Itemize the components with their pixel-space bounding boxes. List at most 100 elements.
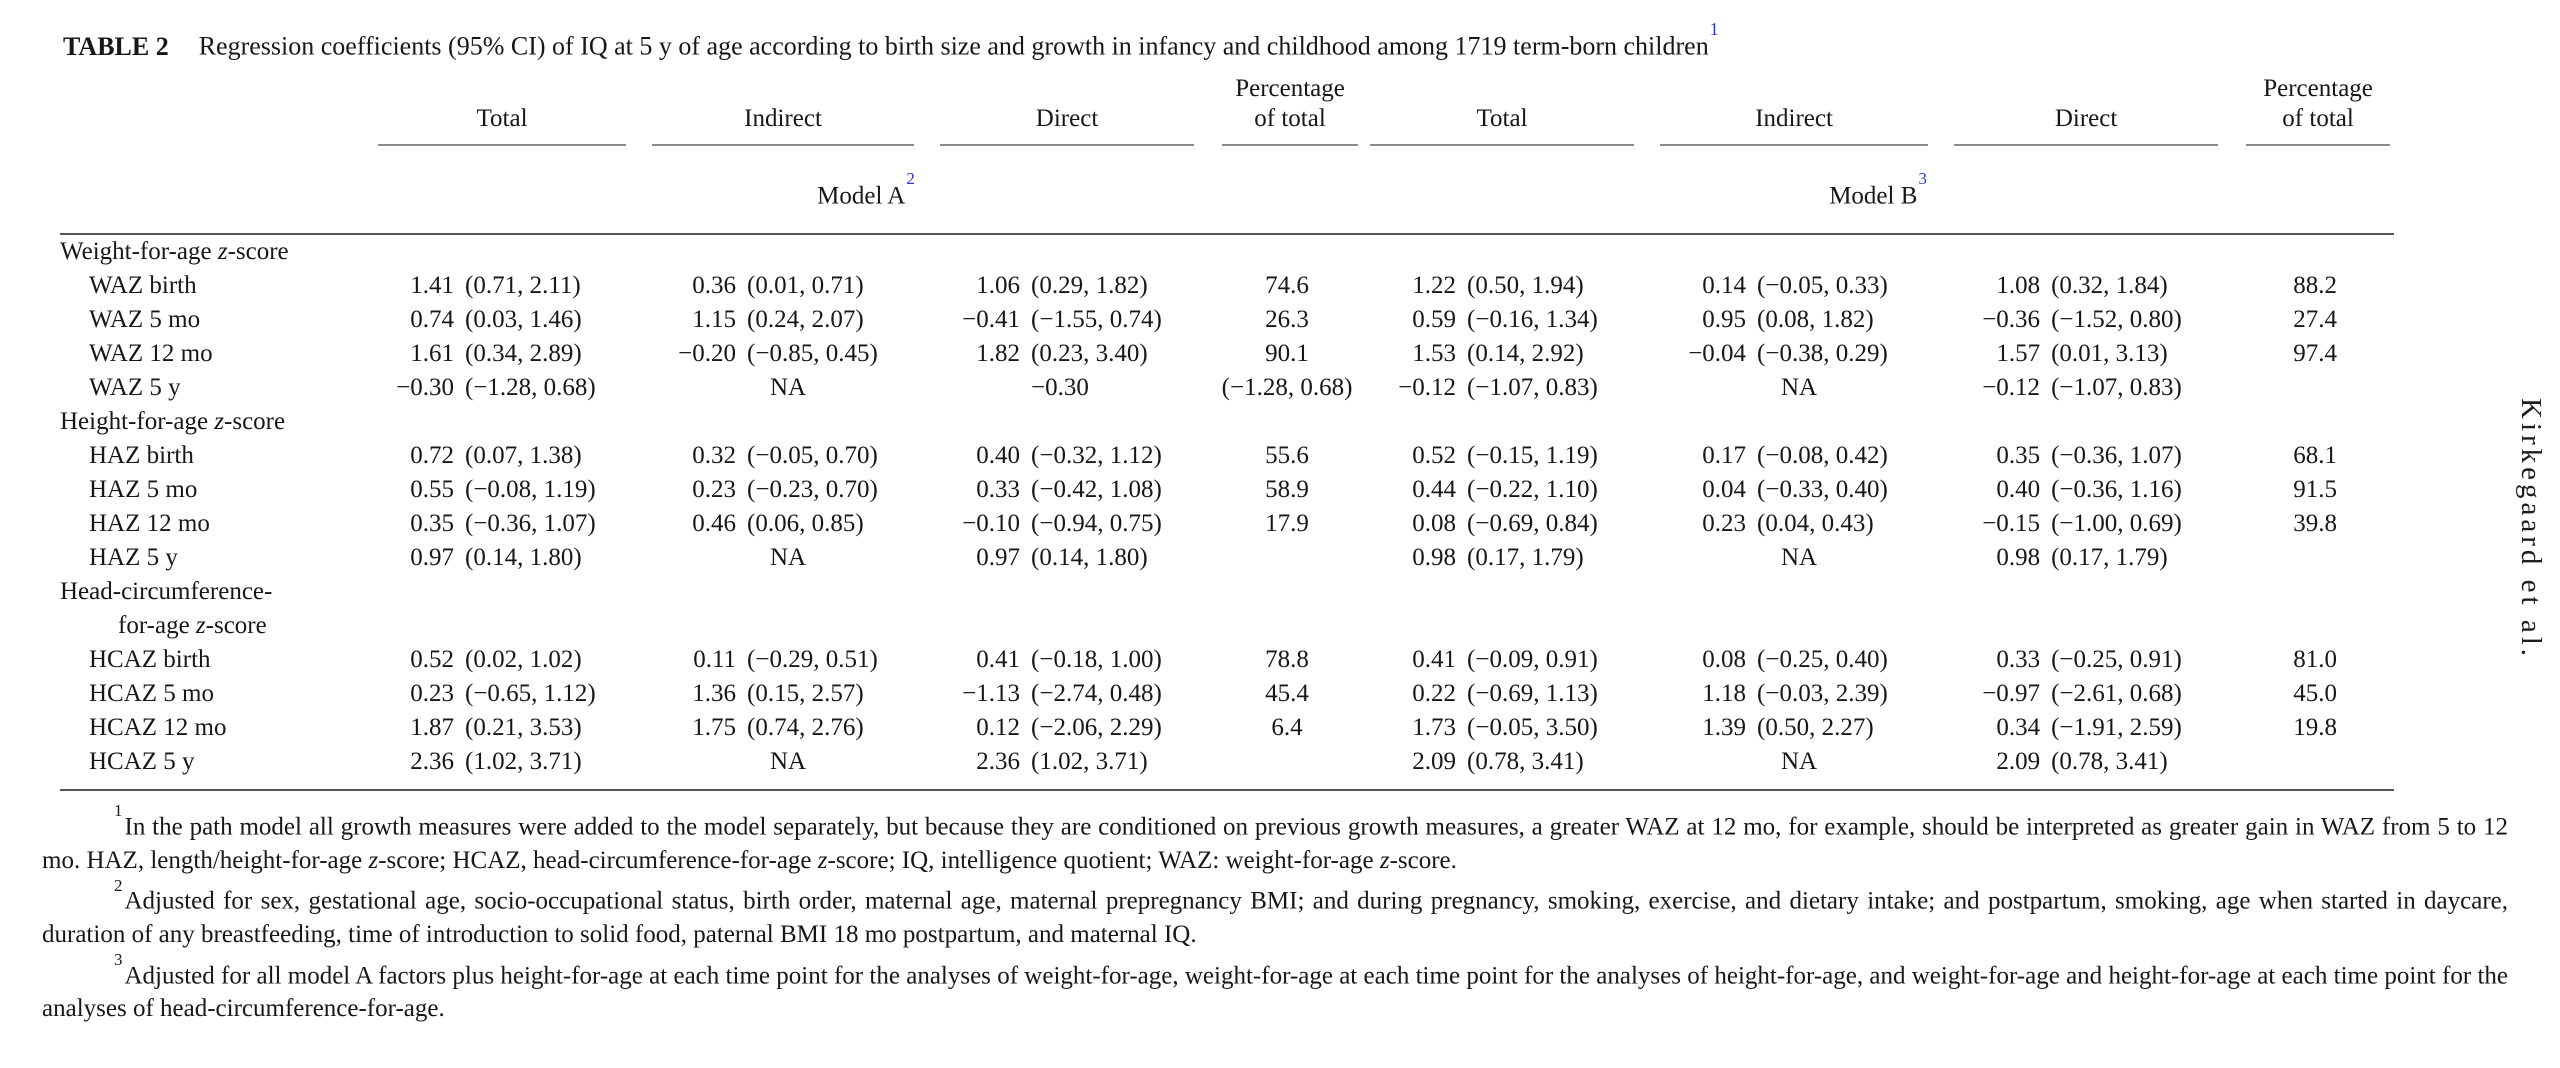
footnote: 2Adjusted for sex, gestational age, soci… (42, 875, 2508, 949)
model-b-total-ci: (0.17, 1.79) (1467, 543, 1584, 571)
row-label: HAZ 5 mo (89, 475, 198, 503)
caption-text: Regression coefficients (95% CI) of IQ a… (198, 31, 1709, 61)
footnote: 3Adjusted for all model A factors plus h… (42, 950, 2508, 1023)
col-header-indirect-b: Indirect (1660, 104, 1929, 146)
col-header-direct-a: Direct (940, 104, 1195, 146)
model-a-direct-est: 0.97 (976, 543, 1021, 571)
model-a-direct-ci: (1.02, 3.71) (1020, 744, 1213, 791)
model-b-total-ci: (−0.15, 1.19) (1467, 441, 1598, 469)
pct-line-1: Percentage (2263, 74, 2373, 102)
model-b-pct-of-total: 91.5 (2293, 475, 2337, 503)
model-a-indirect-ci: (−0.29, 0.51) (747, 645, 878, 673)
model-b-direct-est: −0.36 (1982, 305, 2041, 333)
model-b-pct-of-total: 45.0 (2293, 679, 2337, 707)
row-label: HAZ 5 y (89, 543, 178, 571)
regression-table: Total Indirect Direct Percentage of total… (60, 74, 2395, 791)
table-row: HCAZ 5 mo 0.23 (−0.65, 1.12) 1.36 (0.15, 2.5… (60, 677, 2394, 711)
model-b-indirect-est: 0.14 (1702, 271, 1747, 299)
model-a-direct-est: 0.40 (976, 441, 1021, 469)
model-b-direct-ci: (−0.25, 0.91) (2051, 645, 2182, 673)
table-row: HCAZ 12 mo 1.87 (0.21, 3.53) 1.75 (0.74, 2.7… (60, 711, 2394, 745)
model-a-direct-ci: (−0.42, 1.08) (1031, 475, 1162, 503)
model-b-total-est: 1.73 (1412, 713, 1457, 741)
row-label: HAZ 12 mo (89, 509, 210, 537)
row-label: WAZ 5 mo (89, 305, 201, 333)
model-b-footnote-ref: 3 (1918, 169, 1927, 189)
model-a-pct-of-total (1212, 541, 1362, 575)
model-a-total-ci: (0.03, 1.46) (465, 305, 582, 333)
row-label: HCAZ birth (89, 645, 211, 673)
section-header-row: Weight-for-age z-score (60, 234, 2394, 269)
model-b-total-ci: (−0.69, 1.13) (1467, 679, 1598, 707)
table-row: HCAZ 5 y 2.36 (1.02, 3.71) NA 2.36 (1.02, 3.7… (60, 744, 2395, 791)
model-b-indirect-est: 1.18 (1702, 679, 1747, 707)
table-row: HAZ 5 y 0.97 (0.14, 1.80) NA 0.97 (0.14, 1.80… (60, 541, 2394, 575)
model-b-indirect-est: 1.39 (1702, 713, 1747, 741)
caption-footnote-ref: 1 (1709, 19, 1719, 40)
model-a-indirect-ci: (0.24, 2.07) (747, 305, 864, 333)
model-b-total-est: 1.22 (1412, 271, 1457, 299)
section-header: Weight-for-age z-score (60, 237, 289, 265)
model-a-indirect-na: NA (769, 543, 807, 571)
table-number: TABLE 2 (63, 31, 169, 61)
model-b-total-ci: (−0.22, 1.10) (1467, 475, 1598, 503)
model-b-indirect-ci: (−0.38, 0.29) (1757, 339, 1888, 367)
model-a-total-est: 0.72 (410, 441, 454, 469)
model-b-direct-ci: (0.32, 1.84) (2051, 271, 2168, 299)
table-caption: TABLE 2 Regression coefficients (95% CI) … (63, 19, 2500, 64)
model-b-direct-est: 0.35 (1996, 441, 2041, 469)
model-b-pct-of-total: 39.8 (2293, 509, 2337, 537)
footnote-marker: 2 (114, 875, 123, 895)
model-a-direct-est: −1.13 (962, 679, 1021, 707)
model-a-total-ci: (0.34, 2.89) (465, 339, 582, 367)
model-b-total-ci: (−0.69, 0.84) (1467, 509, 1598, 537)
col-header-direct-b: Direct (1954, 104, 2219, 146)
model-a-pct-of-total: 78.8 (1265, 645, 1309, 673)
model-a-direct-est (932, 371, 1020, 405)
model-a-total-est: 1.61 (410, 339, 454, 367)
model-a-direct-ci: (0.14, 1.80) (1031, 543, 1148, 571)
model-b-total-ci: (0.50, 1.94) (1467, 271, 1584, 299)
model-a-direct-est: 0.12 (976, 713, 1021, 741)
section-header-row: Height-for-age z-score (60, 405, 2394, 439)
model-a-direct-ci: (−2.74, 0.48) (1031, 679, 1162, 707)
model-a-direct-est: −0.41 (962, 305, 1021, 333)
model-a-indirect-ci: (−0.85, 0.45) (747, 339, 878, 367)
model-b-pct-of-total: 19.8 (2293, 713, 2337, 741)
model-b-total-est: 0.08 (1412, 509, 1457, 537)
model-a-total-ci: (−0.65, 1.12) (465, 679, 596, 707)
model-a-pct-of-total: 90.1 (1265, 339, 1309, 367)
model-a-header: Model A2 (370, 145, 1363, 235)
model-a-total-ci: (−0.36, 1.07) (465, 509, 596, 537)
col-header-indirect-a: Indirect (652, 104, 915, 146)
model-a-pct-of-total: 55.6 (1265, 441, 1309, 469)
table-row: HAZ birth 0.72 (0.07, 1.38) 0.32 (−0.05, 0.7… (60, 439, 2394, 473)
pct-line-2: of total (2282, 104, 2354, 132)
model-b-indirect-est: 0.04 (1702, 475, 1747, 503)
model-b-direct-est: −0.12 (1982, 373, 2041, 401)
col-header-pct-a: Percentage of total (1222, 74, 1359, 146)
model-b-pct-of-total: 88.2 (2293, 271, 2337, 299)
model-b-total-est: 0.22 (1412, 679, 1457, 707)
row-label: HCAZ 5 y (60, 744, 370, 791)
model-b-label: Model B (1829, 181, 1918, 209)
model-a-indirect-est: 1.75 (692, 713, 737, 741)
table-row: WAZ birth 1.41 (0.71, 2.11) 0.36 (0.01, 0.71… (60, 269, 2394, 303)
model-b-total-ci: (−0.05, 3.50) (1467, 713, 1598, 741)
model-a-direct-est: 1.06 (976, 271, 1021, 299)
model-b-direct-ci: (−2.61, 0.68) (2051, 679, 2182, 707)
model-b-total-est: 0.59 (1412, 305, 1457, 333)
model-b-indirect-est: 0.95 (1702, 305, 1747, 333)
model-a-total-est: 0.97 (410, 543, 454, 571)
model-b-total-ci: (−1.07, 0.83) (1467, 373, 1598, 401)
model-header-spacer (60, 145, 370, 235)
table-row: HAZ 12 mo 0.35 (−0.36, 1.07) 0.46 (0.06, 0.8… (60, 507, 2394, 541)
model-a-direct-est: 1.82 (976, 339, 1021, 367)
model-a-pct-of-total: 26.3 (1265, 305, 1309, 333)
pct-line-1: Percentage (1235, 74, 1345, 102)
model-a-total-ci: (−1.28, 0.68) (465, 373, 596, 401)
model-b-direct-est: 0.98 (1996, 543, 2041, 571)
model-b-total-est: 1.53 (1412, 339, 1457, 367)
footnote-marker: 3 (114, 950, 123, 970)
model-a-direct-est: −0.10 (962, 509, 1021, 537)
